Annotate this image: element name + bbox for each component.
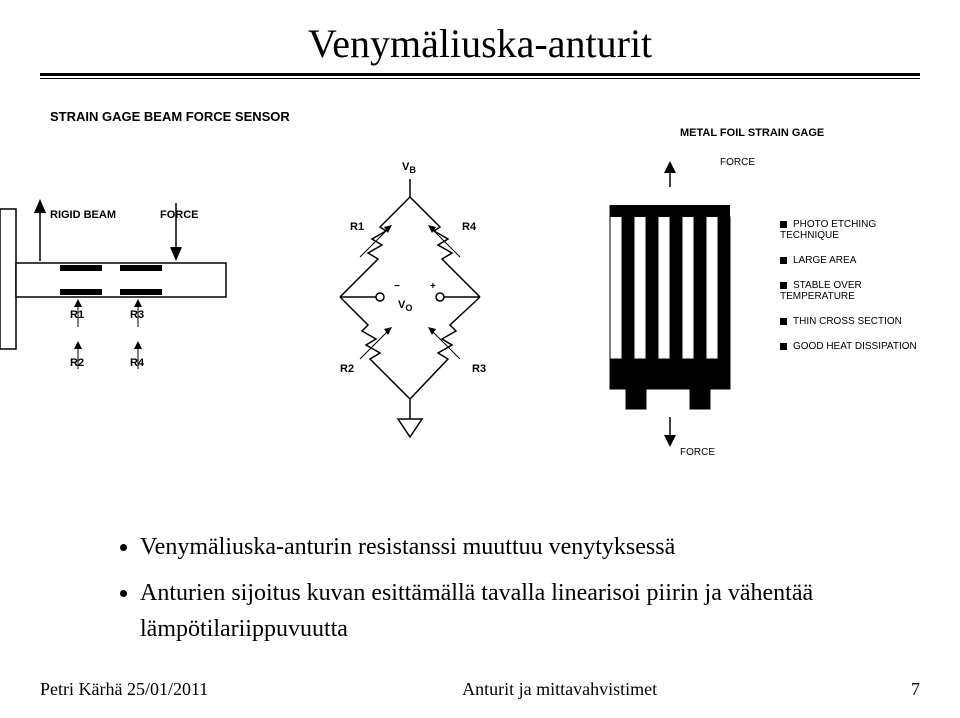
note-3: THIN CROSS SECTION	[780, 316, 920, 327]
footer-left: Petri Kärhä 25/01/2011	[40, 679, 208, 700]
bridge-plus: +	[430, 281, 436, 292]
diagram-area: STRAIN GAGE BEAM FORCE SENSOR RIGID BEAM…	[40, 109, 920, 489]
note-1: LARGE AREA	[780, 255, 920, 266]
bridge-vo: VO	[398, 299, 412, 313]
footer-right: 7	[911, 679, 920, 700]
gage-title: METAL FOIL STRAIN GAGE	[680, 127, 824, 139]
gage-notes: PHOTO ETCHING TECHNIQUE LARGE AREA STABL…	[780, 219, 920, 352]
note-2: STABLE OVER TEMPERATURE	[780, 280, 920, 302]
diagram-heading: STRAIN GAGE BEAM FORCE SENSOR	[50, 109, 290, 124]
title-rule-thin	[40, 78, 920, 79]
gage-force-bottom: FORCE	[680, 447, 715, 458]
gage-diagram	[580, 159, 760, 459]
bridge-r2: R2	[340, 363, 354, 375]
bullet-1: Anturien sijoitus kuvan esittämällä tava…	[140, 575, 920, 647]
note-0: PHOTO ETCHING TECHNIQUE	[780, 219, 920, 241]
bullet-list: Venymäliuska-anturin resistanssi muuttuu…	[100, 529, 920, 647]
footer: Petri Kärhä 25/01/2011 Anturit ja mittav…	[40, 679, 920, 700]
bridge-r4: R4	[462, 221, 476, 233]
footer-center: Anturit ja mittavahvistimet	[462, 679, 657, 700]
beam-arrows	[0, 169, 260, 409]
bullet-0: Venymäliuska-anturin resistanssi muuttuu…	[140, 529, 920, 565]
bridge-vb: VB	[402, 161, 416, 175]
title-rule-thick	[40, 73, 920, 76]
bridge-minus: −	[394, 281, 400, 292]
page-title: Venymäliuska-anturit	[40, 20, 920, 67]
bridge-r3: R3	[472, 363, 486, 375]
bridge-r1: R1	[350, 221, 364, 233]
note-4: GOOD HEAT DISSIPATION	[780, 341, 920, 352]
